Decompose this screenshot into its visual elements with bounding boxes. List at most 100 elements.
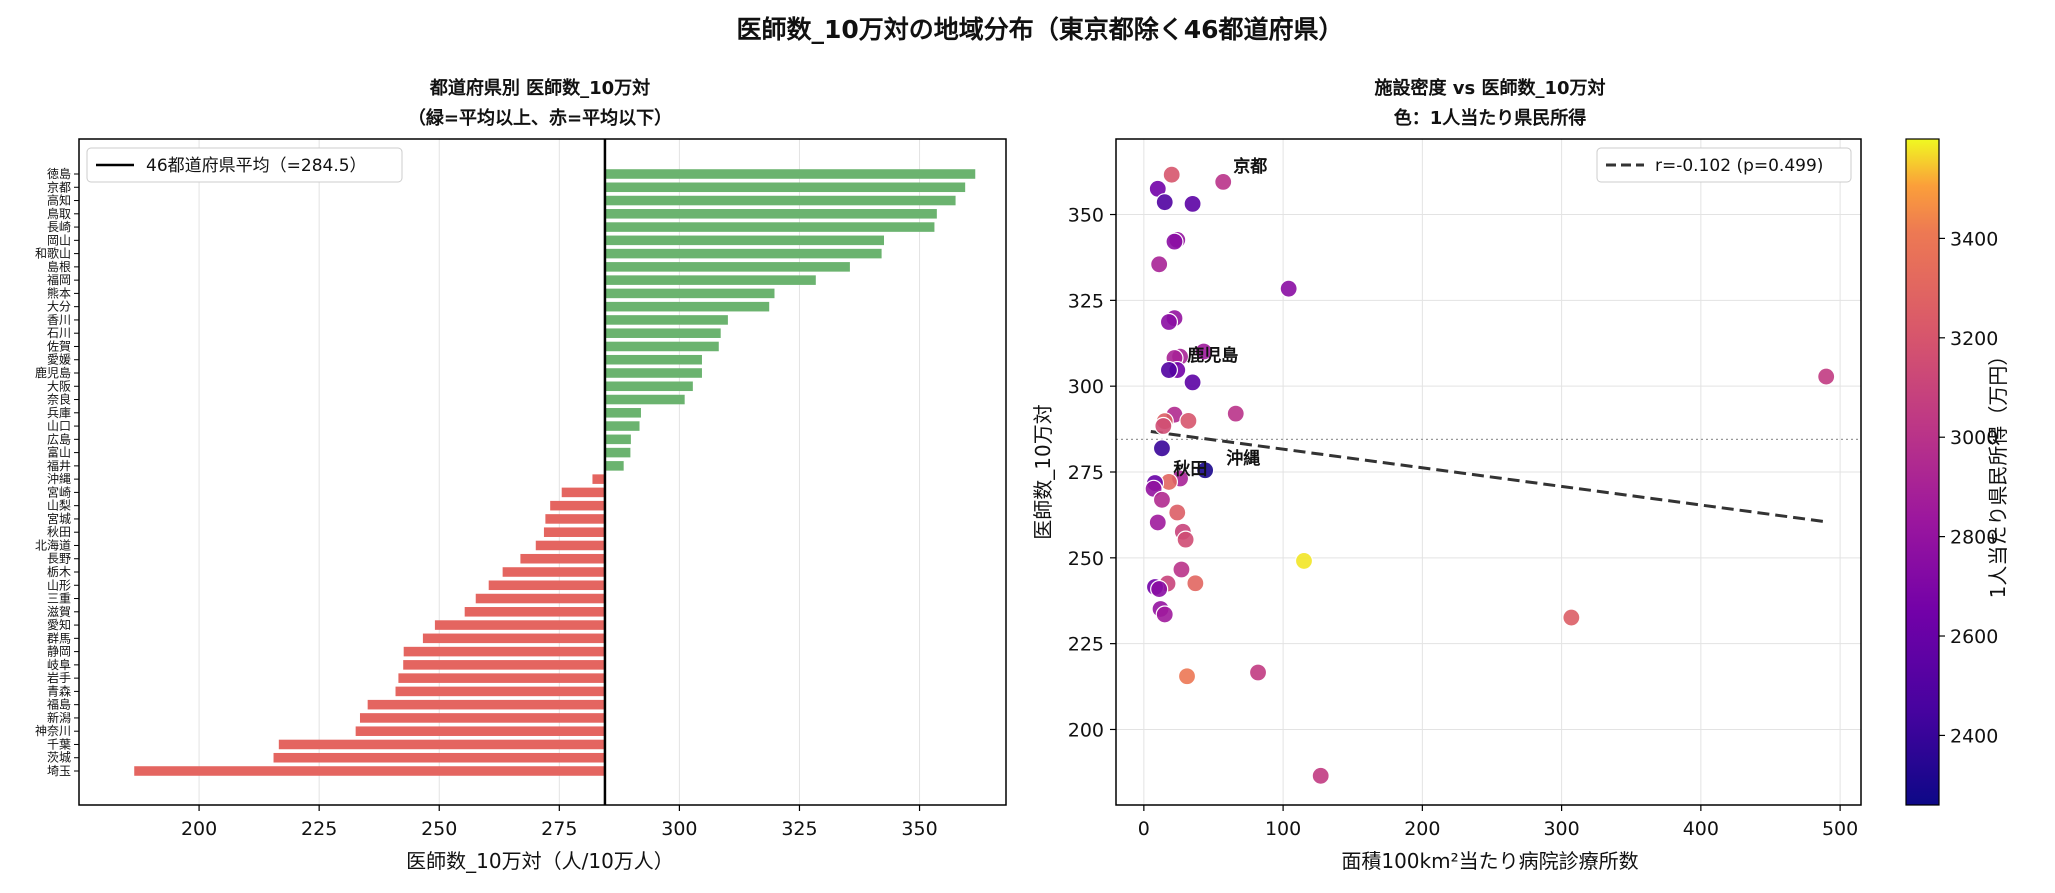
bar	[604, 288, 775, 299]
bar-x-tick-label: 275	[541, 818, 577, 840]
scatter-y-tick-label: 275	[1068, 462, 1104, 484]
bar-category-label: 山口	[47, 419, 71, 433]
scatter-point	[1817, 367, 1836, 386]
scatter-point	[1176, 530, 1195, 549]
bar-x-tick-label: 300	[661, 818, 697, 840]
bar	[395, 686, 605, 697]
bar-category-label: 岐阜	[47, 658, 71, 672]
scatter-y-tick-label: 350	[1068, 205, 1104, 227]
bar-category-label: 北海道	[35, 537, 71, 552]
bar-category-label: 山梨	[47, 499, 71, 513]
scatter-y-ticks: 200 225 250 275 300 325 350	[1068, 205, 1116, 741]
bar-x-tick-label: 225	[301, 818, 337, 840]
bar-chart-subtitle: （緑=平均以上、赤=平均以下）	[408, 107, 672, 129]
bar-x-axis-label: 医師数_10万対（人/10万人）	[406, 849, 674, 873]
bar	[475, 593, 605, 604]
scatter-points	[1144, 165, 1836, 785]
scatter-x-tick-label: 200	[1404, 818, 1440, 840]
bar-category-label: 香川	[47, 313, 71, 327]
scatter-x-tick-label: 400	[1683, 818, 1719, 840]
bar	[604, 169, 976, 179]
bar-x-tick-label: 200	[181, 818, 217, 840]
bar-category-label: 熊本	[47, 285, 71, 300]
bar	[273, 752, 605, 763]
bar	[604, 381, 693, 392]
colorbar-tick-label: 3400	[1950, 228, 1998, 250]
bar-category-label: 岩手	[47, 670, 71, 685]
bar-legend-box	[86, 147, 403, 183]
bar	[604, 434, 631, 445]
bar	[134, 766, 605, 776]
scatter-x-tick-label: 300	[1543, 818, 1579, 840]
bar-category-label: 宮崎	[47, 484, 71, 499]
bar	[543, 527, 605, 537]
point-annotation: 鹿児島	[1187, 345, 1238, 366]
point-annotation: 秋田	[1173, 458, 1207, 479]
colorbar-tick-label: 3000	[1950, 427, 1998, 449]
scatter-point	[1311, 766, 1330, 785]
bar	[604, 354, 702, 365]
bar-category-label: 埼玉	[47, 764, 71, 778]
scatter-point	[1148, 513, 1167, 532]
scatter-point	[1226, 404, 1245, 423]
point-annotation: 沖縄	[1226, 448, 1260, 469]
bar	[604, 209, 937, 219]
scatter-y-tick-label: 200	[1068, 719, 1104, 741]
bar	[592, 474, 605, 484]
scatter-point	[1294, 551, 1314, 571]
scatter-point	[1214, 172, 1233, 192]
scatter-plot-frame	[1115, 138, 1862, 806]
bar	[604, 408, 641, 418]
bar-x-tick-label: 250	[421, 818, 457, 840]
scatter-x-tick-label: 500	[1822, 818, 1858, 840]
bar	[604, 235, 885, 246]
bar	[550, 500, 605, 511]
bar	[278, 739, 605, 750]
bar-category-label: 鹿児島	[35, 365, 71, 380]
bar	[355, 726, 605, 736]
scatter-point	[1562, 608, 1581, 627]
scatter-point	[1179, 411, 1198, 430]
bar	[561, 487, 605, 498]
bar-category-label: 広島	[47, 431, 71, 446]
bar-category-label: 富山	[47, 445, 71, 460]
bar	[604, 421, 640, 431]
bar-category-label: 栃木	[47, 565, 71, 579]
scatter-legend-label: r=-0.102 (p=0.499)	[1655, 156, 1823, 176]
bar-category-label: 石川	[47, 326, 71, 340]
bar	[545, 514, 605, 524]
scatter-y-tick-label: 325	[1068, 290, 1104, 312]
bar	[604, 341, 719, 352]
bar	[604, 248, 882, 259]
scatter-point	[1196, 461, 1215, 480]
bar-category-label: 宮城	[47, 511, 71, 526]
bar-category-label: 神奈川	[35, 724, 71, 738]
bar	[535, 540, 605, 551]
bar	[464, 607, 605, 617]
bar	[604, 301, 770, 312]
bar-series	[134, 169, 976, 776]
scatter-x-axis-label: 面積100km²当たり病院診療所数	[1341, 849, 1638, 873]
bar-category-label: 奈良	[47, 392, 71, 407]
colorbar-label: 1人当たり県民所得（万円）	[1986, 346, 2010, 599]
bar-category-label: 滋賀	[47, 605, 71, 619]
bar-category-label: 兵庫	[47, 406, 71, 420]
bar-category-label: 青森	[47, 683, 71, 698]
scatter-point	[1165, 232, 1184, 251]
bar-category-label: 島根	[47, 259, 71, 274]
bar	[604, 275, 816, 285]
bar-x-tick-label: 350	[901, 818, 937, 840]
bar	[422, 633, 605, 644]
bar	[403, 646, 605, 657]
bar-category-label: 徳島	[47, 166, 71, 181]
bar-category-label: 新潟	[47, 710, 71, 725]
scatter-point	[1152, 490, 1172, 509]
bar-category-label: 愛媛	[47, 353, 71, 367]
bar-plot-frame	[78, 138, 1007, 806]
bar-category-label: 千葉	[47, 737, 71, 751]
scatter-chart-subtitle: 色：1人当たり県民所得	[1394, 107, 1587, 129]
bar	[398, 673, 605, 683]
point-annotation: 京都	[1233, 156, 1267, 177]
